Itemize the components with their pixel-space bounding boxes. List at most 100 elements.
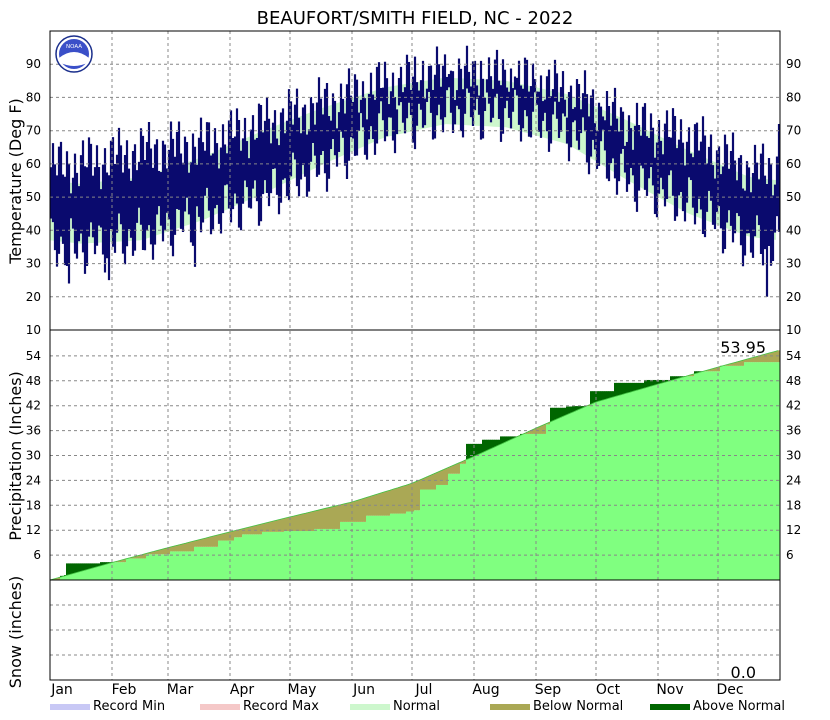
month-label: Mar — [167, 682, 194, 698]
precipitation-normal-column — [248, 534, 251, 580]
precipitation-below-normal-column — [442, 469, 445, 485]
precipitation-below-normal-column — [770, 352, 773, 363]
precipitation-below-normal-column — [436, 472, 439, 485]
precipitation-below-normal-column — [302, 513, 305, 532]
precipitation-below-normal-column — [752, 357, 755, 363]
precipitation-below-normal-column — [446, 468, 449, 485]
precipitation-below-normal-column — [410, 483, 413, 512]
precipitation-below-normal-column — [244, 528, 247, 535]
precipitation-area — [49, 350, 781, 581]
precipitation-above-normal-column — [678, 376, 681, 379]
precipitation-below-normal-column — [458, 462, 461, 474]
precipitation-above-normal-column — [612, 391, 615, 398]
precipitation-above-normal-column — [92, 563, 95, 568]
precipitation-below-normal-column — [216, 535, 219, 547]
precipitation-normal-column — [414, 510, 417, 580]
month-label: Nov — [656, 682, 683, 698]
precipitation-above-normal-column — [68, 563, 71, 575]
precipitation-normal-column — [160, 554, 163, 580]
precipitation-above-normal-column — [640, 382, 643, 390]
precipitation-above-normal-column — [60, 575, 63, 577]
precipitation-normal-column — [602, 399, 605, 580]
precipitation-normal-column — [614, 396, 617, 580]
precipitation-normal-column — [144, 558, 147, 580]
precipitation-normal-column — [332, 528, 335, 580]
precipitation-normal-column — [114, 562, 117, 580]
precipitation-normal-column — [232, 540, 235, 580]
precipitation-normal-column — [738, 365, 741, 580]
precipitation-normal-column — [266, 531, 269, 580]
precipitation-below-normal-column — [362, 498, 365, 522]
precipitation-below-normal-column — [162, 548, 165, 555]
precipitation-below-normal-column — [304, 513, 307, 532]
precipitation-normal-column — [678, 378, 681, 580]
precipitation-normal-column — [682, 377, 685, 580]
precipitation-below-normal-column — [462, 461, 465, 464]
precipitation-below-normal-column — [196, 540, 199, 547]
precipitation-below-normal-column — [368, 496, 371, 516]
chart-title: BEAUFORT/SMITH FIELD, NC - 2022 — [257, 8, 574, 29]
precipitation-normal-column — [732, 365, 735, 580]
precipitation-below-normal-column — [236, 530, 239, 538]
precipitation-normal-column — [118, 562, 121, 580]
precipitation-below-normal-column — [380, 492, 383, 516]
precipitation-normal-column — [492, 447, 495, 580]
precipitation-normal-column — [762, 362, 765, 580]
precipitation-normal-column — [84, 570, 87, 580]
precipitation-below-normal-column — [296, 515, 299, 532]
precipitation-normal-column — [224, 540, 227, 580]
precipitation-normal-column — [746, 362, 749, 580]
precipitation-above-normal-column — [602, 391, 605, 400]
precipitation-above-normal-column — [490, 439, 493, 449]
precipitation-above-normal-column — [82, 563, 85, 571]
precipitation-below-normal-column — [142, 554, 145, 559]
precipitation-normal-column — [664, 382, 667, 580]
precipitation-normal-column — [644, 387, 647, 580]
precipitation-normal-column — [598, 401, 601, 580]
precipitation-above-normal-column — [74, 563, 77, 573]
precipitation-normal-column — [402, 513, 405, 580]
precipitation-above-normal-column — [626, 382, 629, 394]
temperature-tick-right: 10 — [786, 323, 801, 337]
precipitation-below-normal-column — [532, 429, 535, 434]
precipitation-normal-column — [724, 365, 727, 580]
precipitation-normal-column — [680, 377, 683, 580]
precipitation-normal-column — [180, 551, 183, 580]
precipitation-above-normal-column — [628, 382, 631, 393]
precipitation-below-normal-column — [776, 350, 779, 363]
precipitation-above-normal-column — [624, 382, 627, 394]
precipitation-above-normal-column — [510, 436, 513, 440]
precipitation-above-normal-column — [512, 436, 515, 439]
precipitation-normal-column — [368, 515, 371, 580]
precipitation-normal-column — [230, 540, 233, 580]
temperature-tick-left: 40 — [26, 223, 41, 237]
legend-label: Record Min — [93, 699, 165, 714]
precipitation-normal-column — [340, 521, 343, 580]
precipitation-below-normal-column — [130, 557, 133, 559]
precipitation-normal-column — [112, 562, 115, 580]
precipitation-tick-right: 6 — [786, 548, 794, 562]
precipitation-normal-column — [62, 576, 65, 580]
month-label: May — [288, 682, 317, 698]
precipitation-normal-column — [710, 371, 713, 580]
precipitation-below-normal-column — [746, 359, 749, 363]
precipitation-normal-column — [650, 386, 653, 580]
precipitation-below-normal-column — [330, 507, 333, 529]
precipitation-normal-column — [584, 406, 587, 580]
precipitation-above-normal-column — [98, 563, 101, 567]
precipitation-above-normal-column — [582, 406, 585, 408]
precipitation-tick-left: 36 — [26, 424, 41, 438]
legend-label: Below Normal — [533, 699, 623, 714]
precipitation-normal-column — [102, 565, 105, 580]
precipitation-normal-column — [656, 384, 659, 580]
precipitation-normal-column — [380, 515, 383, 580]
precipitation-normal-column — [478, 454, 481, 580]
precipitation-below-normal-column — [122, 559, 125, 563]
precipitation-above-normal-column — [86, 563, 89, 570]
precipitation-normal-column — [696, 373, 699, 580]
legend-swatch — [490, 704, 530, 710]
precipitation-above-normal-column — [468, 443, 471, 459]
precipitation-below-normal-column — [274, 520, 277, 532]
precipitation-below-normal-column — [228, 532, 231, 541]
